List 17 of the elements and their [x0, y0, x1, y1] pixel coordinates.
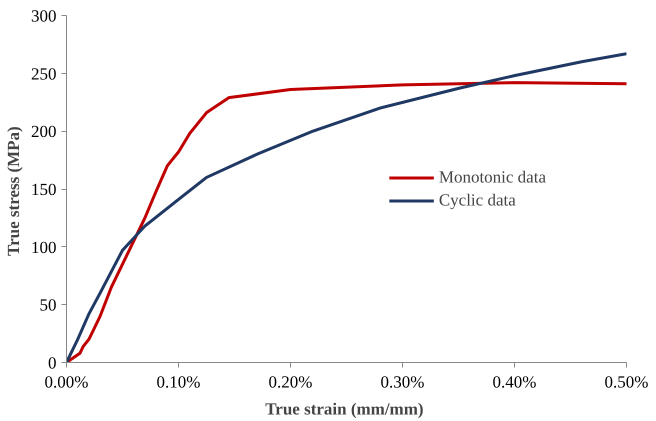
- x-tick-label: 0.40%: [492, 372, 536, 392]
- y-tick-label: 50: [40, 296, 56, 315]
- y-tick-label: 250: [31, 64, 56, 84]
- x-tick-label: 0.00%: [44, 372, 88, 392]
- x-tick-label: 0.50%: [604, 372, 648, 392]
- x-tick-label: 0.10%: [156, 372, 200, 392]
- legend-label: Monotonic data: [438, 167, 546, 187]
- x-axis-title: True strain (mm/mm): [265, 400, 424, 418]
- legend-label: Cyclic data: [438, 190, 516, 210]
- y-axis-title: True stress (MPa): [4, 126, 23, 256]
- y-tick-label: 200: [31, 122, 56, 142]
- y-tick-label: 300: [31, 6, 56, 26]
- y-tick-label: 0: [48, 354, 56, 372]
- x-tick-label: 0.20%: [268, 372, 312, 392]
- y-tick-label: 100: [31, 238, 56, 257]
- y-tick-label: 150: [31, 180, 56, 199]
- x-tick-label: 0.30%: [380, 372, 424, 392]
